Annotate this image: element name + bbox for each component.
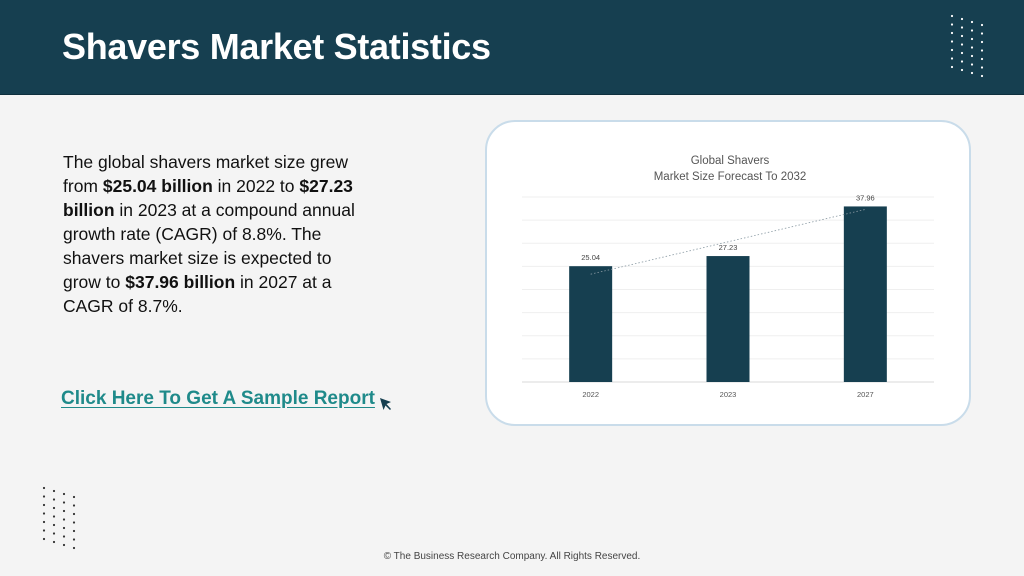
decor-dot (72, 504, 76, 507)
decor-dot (52, 506, 56, 510)
dot-pattern-decoration (42, 486, 76, 550)
data-label: 25.04 (581, 253, 600, 262)
decor-dot (42, 537, 46, 541)
decor-dot (960, 17, 964, 21)
bar-2023 (706, 256, 750, 382)
market-size-bar-chart: Global Shavers Market Size Forecast To 20… (522, 155, 934, 399)
decor-dot (980, 40, 984, 44)
bar-2027 (843, 206, 887, 382)
decor-dot (970, 54, 974, 58)
decor-dot (52, 532, 56, 535)
trendline (590, 209, 866, 275)
decor-dot (42, 529, 46, 532)
chart-title-line: Market Size Forecast To 2032 (654, 171, 807, 183)
dot-pattern-decoration (950, 14, 984, 78)
decor-dot (72, 538, 76, 541)
page-title: Shavers Market Statistics (62, 26, 491, 67)
decor-dot (970, 37, 974, 41)
decor-dot (950, 57, 954, 60)
decor-dot (980, 57, 984, 61)
decor-dot (950, 48, 954, 52)
summary-text-part: in 2022 to (212, 176, 300, 196)
decor-dot (980, 66, 984, 69)
decor-dot (62, 543, 66, 547)
summary-value-2023: $27.23 billion (63, 176, 353, 220)
decor-dot (62, 535, 66, 538)
decor-dot (52, 498, 56, 501)
decor-dot (42, 512, 46, 515)
decor-dot (72, 529, 76, 533)
summary-text-part: in 2023 at a compound annual growth rate… (63, 200, 355, 292)
decor-dot (42, 520, 46, 524)
cursor-arrow-icon (380, 398, 391, 410)
market-summary-text: The global shavers market size grew from… (63, 150, 363, 318)
data-label: 37.96 (856, 193, 875, 202)
decor-dot (62, 492, 66, 496)
decor-dot (960, 34, 964, 38)
decor-dot (62, 518, 66, 521)
decor-dot (72, 521, 76, 524)
decor-dot (950, 65, 954, 69)
sample-report-link[interactable]: Click Here To Get A Sample Report (61, 388, 375, 409)
decor-dot (960, 60, 964, 63)
summary-value-2027: $37.96 billion (125, 272, 236, 292)
decor-dot (970, 63, 974, 66)
decor-dot (980, 74, 984, 78)
summary-text-part: The global shavers market size grew from (63, 152, 348, 196)
x-tick-label: 2027 (857, 390, 874, 399)
decor-dot (950, 14, 954, 18)
x-tick-label: 2022 (582, 390, 599, 399)
decor-dot (960, 43, 964, 46)
decor-dot (970, 29, 974, 32)
decor-dot (52, 489, 56, 493)
decor-dot (72, 546, 76, 550)
decor-dot (72, 495, 76, 499)
decor-dot (42, 503, 46, 507)
x-tick-label: 2023 (720, 390, 737, 399)
summary-value-2022: $25.04 billion (102, 176, 213, 196)
chart-card: Global Shavers Market Size Forecast To 20… (485, 120, 971, 426)
decor-dot (980, 32, 984, 35)
decor-dot (970, 20, 974, 24)
decor-dot (62, 509, 66, 513)
data-label: 27.23 (719, 243, 738, 252)
decor-dot (52, 515, 56, 518)
decor-dot (950, 31, 954, 35)
decor-dot (970, 71, 974, 75)
decor-dot (42, 486, 46, 490)
bar-2022 (569, 266, 613, 382)
copyright-footer: © The Business Research Company. All Rig… (383, 551, 641, 562)
summary-text-part: in 2027 at a CAGR of 8.7%. (63, 272, 332, 316)
decor-dot (960, 68, 964, 72)
decor-dot (950, 23, 954, 26)
decor-dot (42, 495, 46, 498)
chart-title-line: Global Shavers (691, 155, 770, 167)
decor-dot (62, 526, 66, 530)
decor-dot (72, 512, 76, 516)
decor-dot (980, 49, 984, 52)
decor-dot (960, 51, 964, 55)
decor-dot (52, 523, 56, 527)
header-bar: Shavers Market Statistics (0, 0, 1024, 95)
decor-dot (950, 40, 954, 43)
decor-dot (52, 540, 56, 544)
decor-dot (62, 501, 66, 504)
decor-dot (970, 46, 974, 49)
decor-dot (960, 26, 964, 29)
decor-dot (980, 23, 984, 27)
